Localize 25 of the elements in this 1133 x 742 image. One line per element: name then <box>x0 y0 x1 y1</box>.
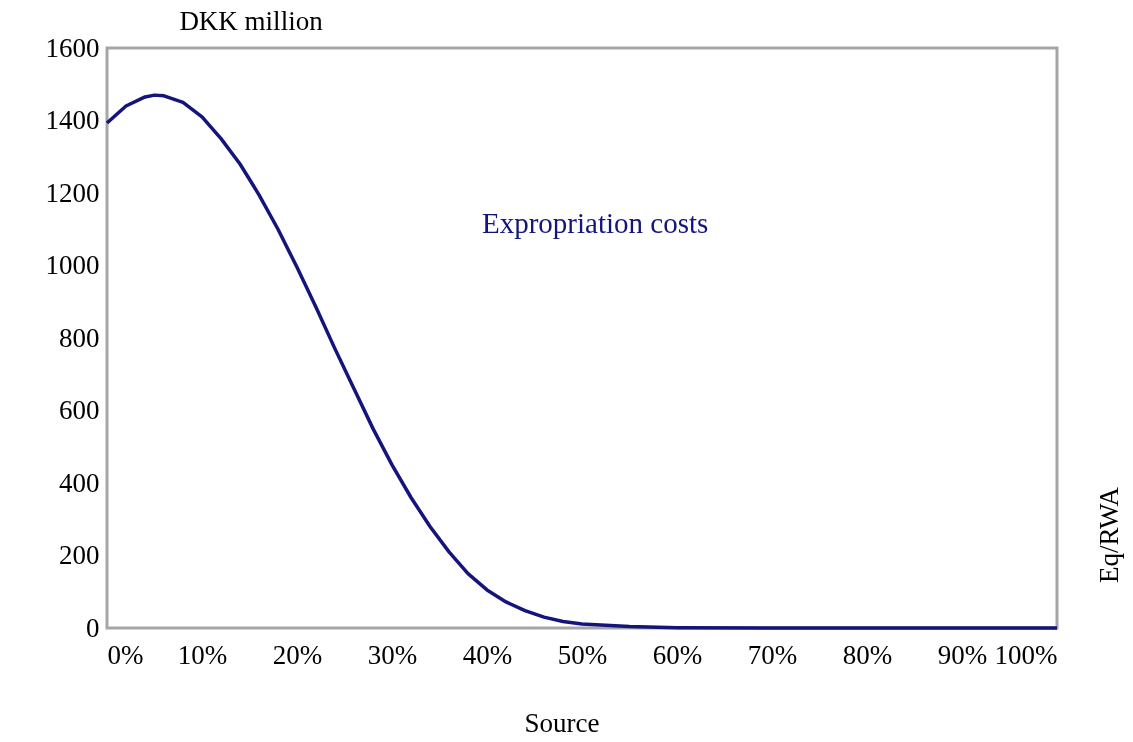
y-axis-title: DKK million <box>179 6 324 36</box>
x-tick-label: 90% <box>937 639 988 670</box>
y-tick-label: 400 <box>59 467 100 498</box>
x-tick-label: 40% <box>462 639 513 670</box>
y-tick-label: 1600 <box>45 32 100 63</box>
y-tick-label: 800 <box>59 322 100 353</box>
y-tick-label: 1000 <box>45 250 100 280</box>
y-tick-label: 600 <box>59 395 100 425</box>
y-tick-label: 1400 <box>45 105 100 135</box>
text: Source <box>524 708 600 738</box>
x-tick-label: 50% <box>557 639 608 670</box>
x-tick-label: 60% <box>652 639 703 670</box>
y-tick-label: 1200 <box>45 177 100 208</box>
y2-axis-title: Eq/RWA <box>1094 486 1124 584</box>
y-tick-label: 200 <box>59 540 100 570</box>
x-tick-label: 100% <box>994 639 1058 670</box>
x-tick-label: 10% <box>177 639 228 670</box>
y-tick-label: 0 <box>86 612 100 643</box>
x-tick-label: 20% <box>272 639 323 670</box>
x-tick-label: 30% <box>367 639 418 670</box>
x-tick-label: 70% <box>747 639 798 670</box>
x-tick-label: 80% <box>842 639 893 670</box>
line-series <box>105 93 1059 630</box>
text: Expropriation costs <box>482 207 709 239</box>
x-tick-label: 0% <box>107 639 144 670</box>
